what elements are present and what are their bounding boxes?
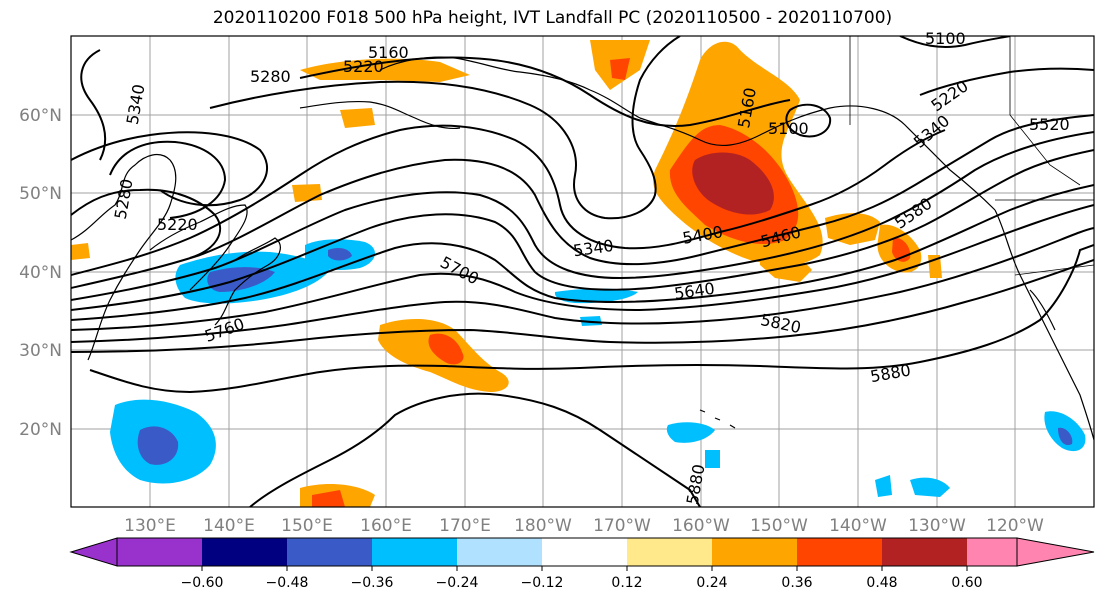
lon-label: 180°W bbox=[514, 516, 572, 536]
colorbar-segment bbox=[202, 538, 287, 566]
figure-title: 2020110200 F018 500 hPa height, IVT Land… bbox=[212, 8, 893, 28]
lon-label: 140°W bbox=[829, 516, 887, 536]
lon-label: 140°E bbox=[203, 516, 255, 536]
contour-label: 5220 bbox=[157, 215, 198, 234]
colorbar-segment bbox=[542, 538, 627, 566]
colorbar-tick-label: 0.36 bbox=[781, 575, 812, 591]
contour-label: 5160 bbox=[368, 43, 409, 62]
lon-label: 130°E bbox=[124, 516, 176, 536]
lat-label: 60°N bbox=[19, 106, 62, 126]
colorbar-tick-label: 0.60 bbox=[951, 575, 982, 591]
height-contours bbox=[71, 36, 1094, 507]
negative-ivt-shading bbox=[110, 239, 1086, 497]
colorbar: −0.60 −0.48 −0.36 −0.24 −0.12 0.12 0.24 … bbox=[69, 537, 1095, 591]
map-frame bbox=[70, 35, 1095, 508]
contour-label: 5100 bbox=[768, 119, 809, 138]
colorbar-segment bbox=[372, 538, 457, 566]
colorbar-tick-label: −0.48 bbox=[266, 575, 309, 591]
lat-label: 30°N bbox=[19, 341, 62, 361]
colorbar-extend-low bbox=[69, 537, 118, 567]
lat-label: 40°N bbox=[19, 263, 62, 283]
lon-label: 160°W bbox=[672, 516, 730, 536]
lon-label: 150°W bbox=[750, 516, 808, 536]
lat-label: 50°N bbox=[19, 184, 62, 204]
colorbar-segment bbox=[967, 538, 1017, 566]
colorbar-segment bbox=[712, 538, 797, 566]
colorbar-tick-label: −0.24 bbox=[436, 575, 479, 591]
colorbar-tick-label: 0.48 bbox=[866, 575, 897, 591]
contour-label: 5220 bbox=[343, 57, 384, 76]
contour-label: 5520 bbox=[1029, 115, 1070, 134]
colorbar-segment bbox=[882, 538, 967, 566]
longitude-labels: 130°E 140°E 150°E 160°E 170°E 180°W 170°… bbox=[124, 516, 1044, 536]
lon-label: 150°E bbox=[281, 516, 333, 536]
lon-label: 160°E bbox=[360, 516, 412, 536]
colorbar-outline bbox=[116, 537, 1018, 567]
coastlines bbox=[71, 56, 1094, 441]
lon-label: 170°E bbox=[439, 516, 491, 536]
colorbar-segment bbox=[117, 538, 202, 566]
colorbar-extend-high bbox=[1016, 537, 1095, 567]
lat-label: 20°N bbox=[19, 420, 62, 440]
colorbar-tick-label: −0.60 bbox=[181, 575, 224, 591]
contour-label: 5100 bbox=[925, 29, 966, 48]
latitude-labels: 60°N 50°N 40°N 30°N 20°N bbox=[19, 106, 62, 440]
colorbar-tick-label: 0.12 bbox=[611, 575, 642, 591]
lon-label: 130°W bbox=[908, 516, 966, 536]
lon-label: 120°W bbox=[986, 516, 1044, 536]
colorbar-segment bbox=[287, 538, 372, 566]
colorbar-segment bbox=[627, 538, 712, 566]
colorbar-tick-label: 0.24 bbox=[696, 575, 727, 591]
contour-label: 5280 bbox=[250, 67, 291, 86]
colorbar-tick-label: −0.36 bbox=[351, 575, 394, 591]
colorbar-segment bbox=[457, 538, 542, 566]
political-borders bbox=[849, 36, 1094, 276]
colorbar-segment bbox=[797, 538, 882, 566]
lon-label: 170°W bbox=[593, 516, 651, 536]
colorbar-tick-label: −0.12 bbox=[521, 575, 564, 591]
